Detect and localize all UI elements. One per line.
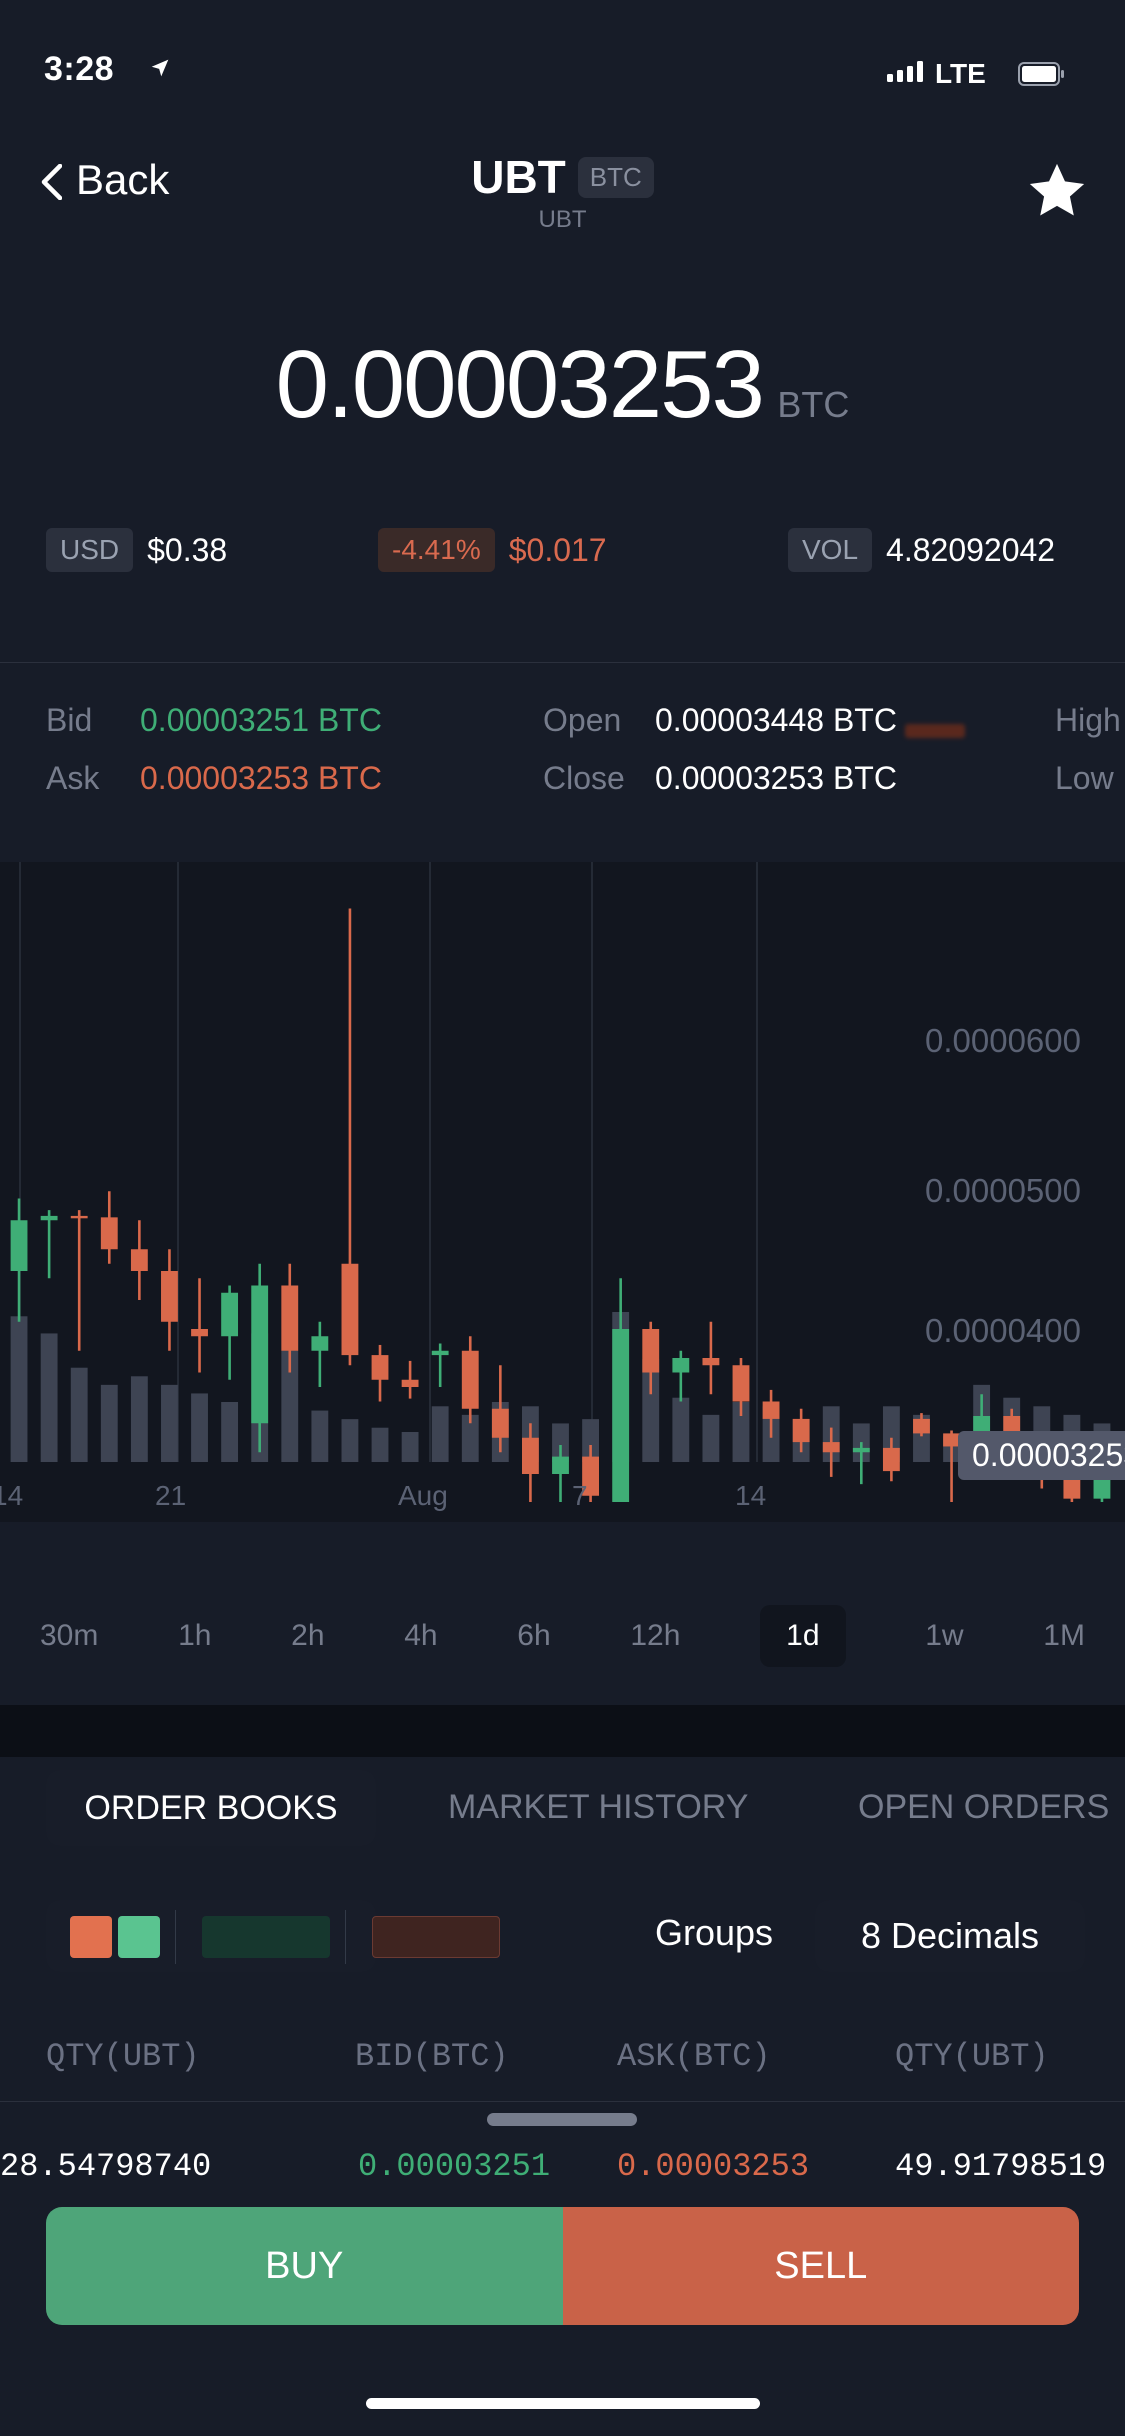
svg-text:0.0000600: 0.0000600 [925, 1022, 1081, 1059]
svg-text:0.0000400: 0.0000400 [925, 1312, 1081, 1349]
svg-text:0.0000500: 0.0000500 [925, 1172, 1081, 1209]
